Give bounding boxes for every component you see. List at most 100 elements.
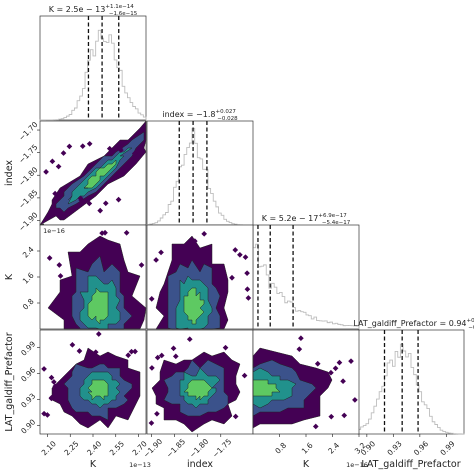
outlier-1-0-11 [102, 200, 109, 207]
outlier-3-0-13 [132, 348, 138, 355]
ytick-label-3-0: 0.99 [19, 339, 37, 357]
xtick-label-2-1: 1.6 [300, 441, 315, 456]
hist-frame-1 [146, 120, 254, 226]
xtick-label-1-1: −1.85 [165, 437, 188, 460]
outlier-3-1-22 [222, 344, 229, 351]
xtick-label-0-2: 2.40 [85, 439, 103, 457]
contour-panel-2-0 [39, 224, 147, 330]
outlier-3-0-9 [92, 349, 99, 356]
outlier-1-0-25 [86, 140, 93, 147]
outlier-2-1-21 [229, 274, 235, 281]
x-axis-label-0: K [90, 459, 97, 470]
outlier-2-1-6 [158, 249, 164, 256]
x-axis-label-3: LAT_galdiff_Prefactor [361, 459, 460, 470]
outlier-1-0-18 [86, 200, 93, 207]
hist-frame-0 [39, 15, 147, 121]
hist-panel-2 [252, 224, 360, 330]
outlier-3-2-1 [314, 360, 321, 367]
outlier-3-0-3 [69, 341, 76, 348]
outlier-3-1-0 [154, 410, 160, 417]
outlier-1-0-21 [77, 195, 84, 202]
panel-title-2: K = 5.2e − 17+6.9e−17 −5.4e−17 [262, 213, 351, 226]
ytick-label-2-0: 2.4 [21, 245, 36, 260]
outlier-3-1-1 [148, 420, 155, 426]
xtick-label-0-0: 2.10 [40, 439, 58, 457]
xtick-label-2-0: 0.8 [273, 441, 288, 456]
xtick-label-3-1: 0.93 [385, 439, 403, 457]
outlier-2-1-13 [242, 254, 249, 260]
outlier-3-1-6 [241, 372, 248, 379]
outlier-3-1-19 [158, 352, 165, 359]
panel-title-1: index = −1.8+0.027 −0.028 [162, 109, 238, 122]
panel-title-3: LAT_galdiff_Prefactor = 0.94+0.018−0.015 [353, 318, 474, 331]
contour-panel-1-0 [39, 120, 147, 226]
hist-steps-3 [357, 343, 465, 435]
x-axis-label-2: K [303, 459, 310, 470]
outlier-1-0-20 [131, 150, 138, 157]
outlier-3-1-14 [154, 354, 161, 361]
outlier-2-1-10 [245, 295, 252, 301]
contour-panel-3-0 [39, 329, 147, 435]
ytick-label-1-0: −1.70 [17, 120, 40, 143]
panel-title-0: K = 2.5e − 13+1.1e−14 −1.6e−15 [49, 4, 138, 17]
outlier-2-1-9 [148, 296, 155, 302]
outlier-2-0-18 [95, 237, 102, 243]
outlier-2-1-15 [192, 238, 198, 244]
ytick-label-2-1: 1.6 [21, 271, 36, 286]
outlier-1-0-8 [106, 145, 113, 152]
outlier-3-2-20 [340, 378, 346, 385]
outlier-3-2-3 [298, 335, 304, 342]
outlier-3-2-17 [348, 358, 354, 364]
x-offset-0: 1e−13 [129, 461, 151, 469]
contour-level-2-1-3 [183, 287, 205, 325]
outlier-3-2-21 [341, 412, 348, 419]
outlier-1-0-17 [79, 143, 86, 150]
outlier-1-0-23 [117, 145, 124, 151]
outlier-3-0-4 [95, 331, 102, 337]
outlier-1-0-12 [66, 143, 73, 150]
ytick-label-1-2: −1.80 [17, 165, 40, 188]
outlier-3-2-23 [336, 359, 343, 366]
xtick-label-3-2: 0.96 [412, 439, 430, 457]
outlier-3-1-17 [170, 345, 177, 352]
outlier-1-0-1 [97, 207, 104, 214]
xtick-label-1-2: −1.80 [188, 437, 211, 460]
outlier-3-2-16 [332, 365, 339, 372]
contour-frame-2-1 [146, 224, 254, 330]
contour-panel-3-2 [252, 329, 360, 435]
contour-level-3-1-3 [183, 379, 213, 401]
outlier-3-0-23 [128, 348, 135, 355]
outlier-2-0-17 [102, 229, 108, 236]
xtick-label-0-1: 2.25 [62, 439, 80, 457]
contour-level-3-0-3 [87, 379, 109, 401]
outlier-1-0-0 [115, 196, 122, 203]
hist-steps-1 [146, 127, 254, 226]
contour-panel-2-1 [146, 224, 254, 330]
outlier-3-1-8 [149, 365, 155, 371]
outlier-2-0-10 [138, 262, 145, 268]
outlier-2-1-8 [237, 251, 243, 258]
xtick-label-3-3: 0.99 [438, 439, 456, 457]
y-offset-2: 1e−16 [43, 227, 65, 235]
hist-panel-3 [357, 329, 465, 435]
outlier-3-1-10 [232, 413, 239, 420]
outlier-2-1-17 [153, 257, 159, 263]
outlier-3-2-25 [352, 397, 358, 403]
outlier-3-2-22 [312, 423, 319, 430]
ytick-label-3-3: 0.90 [19, 417, 37, 435]
outlier-3-0-14 [76, 348, 83, 354]
outlier-2-0-0 [123, 229, 130, 236]
hist-panel-0 [39, 15, 147, 121]
outlier-3-2-24 [296, 346, 303, 352]
y-axis-label-1: index [4, 160, 15, 186]
contour-panel-3-1 [146, 329, 254, 435]
ytick-label-1-3: −1.85 [17, 188, 40, 211]
outlier-2-1-0 [232, 247, 239, 253]
hist-frame-3 [357, 329, 465, 435]
x-offset-2: 1e−16 [346, 461, 368, 469]
ytick-label-2-2: 0.8 [21, 297, 36, 312]
outlier-2-1-24 [244, 270, 250, 276]
ytick-label-3-1: 0.96 [19, 365, 37, 383]
